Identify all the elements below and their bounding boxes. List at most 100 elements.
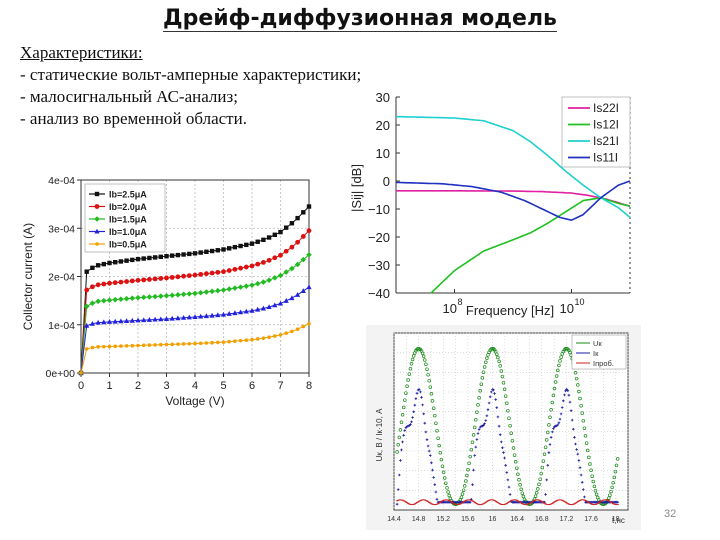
data-point <box>401 405 406 410</box>
data-point <box>434 490 438 494</box>
data-point <box>192 314 198 320</box>
data-point <box>232 244 238 250</box>
data-point <box>210 340 214 345</box>
data-point <box>480 376 485 380</box>
data-point <box>502 451 505 454</box>
data-point <box>496 355 500 360</box>
data-point <box>204 341 209 345</box>
y-tick-label: 1e-04 <box>48 320 75 332</box>
data-point <box>544 493 547 496</box>
data-point <box>519 487 523 492</box>
data-point <box>147 343 152 347</box>
x-tick-label: 2 <box>135 380 141 392</box>
data-point <box>466 467 470 472</box>
x-tick-label: 17.2 <box>560 516 574 523</box>
legend-label: Is21I <box>593 134 619 148</box>
data-point <box>410 420 413 424</box>
data-point <box>192 251 198 256</box>
data-point <box>484 419 488 422</box>
data-point <box>294 261 301 268</box>
slide-title-text: Дрейф-диффузионная модель <box>163 6 557 32</box>
data-point <box>467 461 471 466</box>
data-point <box>425 367 429 371</box>
x-axis-label: Voltage (V) <box>165 394 224 408</box>
bullet-item-iv: - статические вольт-амперные характерист… <box>20 65 362 84</box>
data-point <box>430 399 435 403</box>
data-point <box>232 266 238 272</box>
data-point <box>198 250 203 255</box>
legend: Is22I Is12I Is21I Is11I <box>561 96 631 168</box>
data-point <box>289 265 295 272</box>
data-point <box>507 485 511 489</box>
data-point <box>289 221 295 226</box>
data-point <box>422 412 425 416</box>
data-point <box>469 447 474 452</box>
data-point <box>164 342 169 347</box>
data-point <box>424 430 428 434</box>
data-point <box>238 309 244 315</box>
data-point <box>589 468 593 473</box>
data-point <box>198 313 204 319</box>
data-point <box>567 393 571 397</box>
data-point <box>573 371 578 375</box>
slide-title: Дрейф-диффузионная модель <box>0 6 720 32</box>
x-tick-label: 16.8 <box>535 516 549 523</box>
data-point <box>570 418 574 422</box>
data-point <box>413 403 417 407</box>
data-point <box>468 500 472 504</box>
data-point <box>503 456 506 460</box>
y-tick-label: −20 <box>368 230 390 245</box>
legend-marker <box>94 216 100 222</box>
legend-label: Is22I <box>593 101 619 115</box>
data-point <box>435 498 439 501</box>
data-point <box>558 359 562 363</box>
series-line <box>430 197 631 294</box>
data-point <box>423 358 427 362</box>
data-point <box>306 251 312 258</box>
data-point <box>84 287 90 293</box>
x-axis-label: t,нс <box>612 516 625 525</box>
data-point <box>215 287 221 294</box>
data-point <box>607 496 611 500</box>
data-point <box>187 341 192 346</box>
data-point <box>591 479 596 484</box>
data-point <box>475 438 479 441</box>
data-point <box>243 264 249 270</box>
data-point <box>421 354 426 359</box>
data-point <box>192 290 198 297</box>
data-point <box>420 396 423 399</box>
data-point <box>560 406 564 409</box>
data-point <box>255 239 260 244</box>
data-point <box>307 321 311 326</box>
data-point <box>511 446 516 450</box>
data-point <box>590 474 594 478</box>
data-point <box>141 343 146 348</box>
data-point <box>124 258 129 263</box>
data-point <box>238 243 243 249</box>
data-point <box>574 376 579 381</box>
data-point <box>579 403 583 408</box>
y-axis-label: Uк, В / Iк·10, А <box>375 408 384 461</box>
data-point <box>533 494 538 498</box>
data-point <box>101 297 107 304</box>
data-point <box>135 256 141 262</box>
data-point <box>411 354 416 358</box>
data-point <box>500 440 503 444</box>
data-point <box>403 398 407 402</box>
data-point <box>101 319 107 325</box>
data-point <box>244 338 249 342</box>
data-point <box>612 475 617 480</box>
data-point <box>107 280 112 286</box>
data-point <box>536 487 540 491</box>
data-point <box>130 343 135 348</box>
data-point <box>152 316 158 322</box>
data-point <box>556 368 560 373</box>
data-point <box>255 337 260 341</box>
data-point <box>582 488 585 491</box>
data-point <box>437 443 441 448</box>
data-point <box>476 403 480 407</box>
data-point <box>478 389 482 393</box>
data-point <box>306 204 312 209</box>
data-point <box>277 300 284 306</box>
data-point <box>613 469 618 474</box>
